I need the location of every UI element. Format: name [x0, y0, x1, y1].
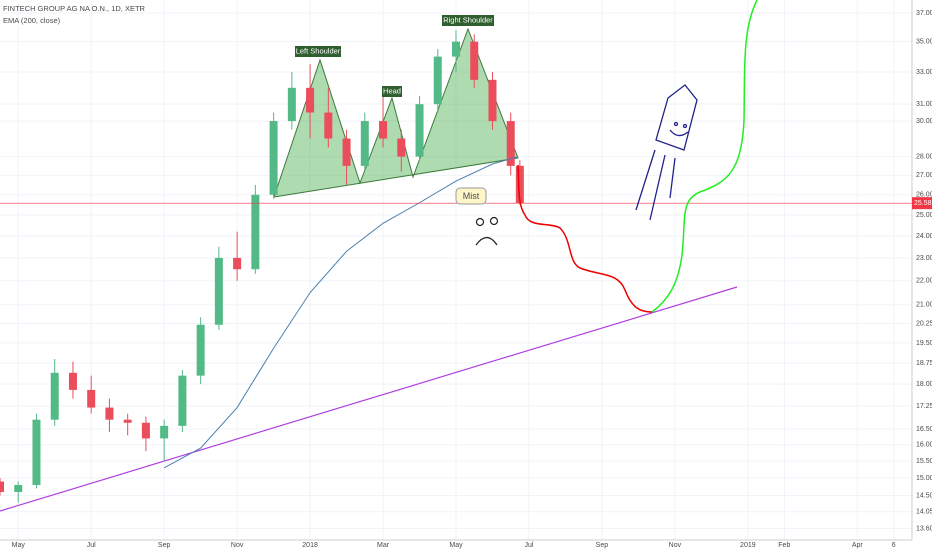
drawing-red — [517, 164, 653, 313]
y-tick-label: 18.00 — [916, 381, 932, 388]
y-tick-label: 31.00 — [916, 101, 932, 108]
candle-body — [14, 484, 23, 492]
candle-body — [68, 372, 77, 390]
annotation: Mist — [463, 191, 480, 201]
y-tick-label: 20.25 — [916, 320, 932, 327]
x-tick-label: Sep — [596, 542, 609, 549]
y-tick-label: 25.00 — [916, 212, 932, 219]
y-tick-label: 14.50 — [916, 492, 932, 499]
annotation-left-shoulder: Left Shoulder — [295, 46, 341, 57]
axes: 37.00 35.00 33.00 31.00 30.00 28.00 27.00 26.00… — [12, 10, 932, 549]
candle-body — [50, 372, 59, 420]
x-tick-label: May — [449, 542, 463, 549]
y-tick-label: 17.25 — [916, 403, 932, 410]
candle-body — [515, 165, 524, 204]
x-tick-label: Sep — [158, 542, 171, 549]
y-tick-label: 15.50 — [916, 458, 932, 465]
candle-body — [123, 419, 132, 423]
x-tick-label: Jul — [524, 542, 533, 549]
annotation: Head — [383, 86, 401, 95]
candle-body — [251, 194, 260, 270]
candle-body — [0, 481, 4, 492]
last-price-label: 25.58 — [914, 200, 932, 207]
y-tick-label: 21.00 — [916, 302, 932, 309]
y-tick-label: 37.00 — [916, 10, 932, 17]
y-tick-label: 33.00 — [916, 69, 932, 76]
candle-body — [233, 257, 242, 270]
annotation: Left Shoulder — [296, 46, 341, 55]
candle-body — [287, 87, 296, 122]
trend-line — [0, 286, 738, 512]
candle-body — [379, 121, 388, 139]
candle-body — [269, 121, 278, 195]
candle-body — [87, 389, 96, 408]
annotation-head: Head — [382, 86, 402, 97]
annotation: Right Shoulder — [443, 15, 493, 24]
x-tick-label: May — [12, 542, 26, 549]
grid — [0, 0, 912, 540]
candle-body — [415, 104, 424, 157]
candle-body — [178, 375, 187, 426]
y-tick-label: 26.00 — [916, 192, 932, 199]
y-tick-label: 13.60 — [916, 525, 932, 532]
y-tick-label: 28.00 — [916, 153, 932, 160]
x-tick-label: Jul — [87, 542, 96, 549]
y-tick-label: 14.05 — [916, 509, 932, 516]
candle-body — [433, 56, 442, 105]
candle-body — [306, 87, 315, 113]
chart-title: FINTECH GROUP AG NA O.N., 1D, XETR — [3, 4, 146, 13]
y-tick-label: 35.00 — [916, 39, 932, 46]
candle-body — [32, 419, 41, 485]
annotation-right-shoulder: Right Shoulder — [442, 15, 494, 26]
x-tick-label: Nov — [231, 542, 244, 549]
candle-body — [196, 324, 205, 376]
y-tick-label: 27.00 — [916, 172, 932, 179]
x-tick-label: Apr — [852, 542, 864, 549]
drawing-green — [651, 0, 758, 313]
candle-body — [452, 41, 460, 57]
y-tick-label: 23.00 — [916, 255, 932, 262]
candle-body — [160, 425, 169, 439]
candle-body — [105, 407, 114, 420]
candle-body — [397, 138, 406, 157]
candle-body — [470, 41, 479, 80]
candle-body — [488, 79, 497, 122]
y-tick-label: 18.75 — [916, 360, 932, 367]
y-tick-label: 22.00 — [916, 278, 932, 285]
y-tick-label: 24.00 — [916, 233, 932, 240]
annotation-mist: Mist — [455, 187, 487, 205]
x-tick-label: 2018 — [302, 542, 318, 549]
candle-body — [360, 121, 369, 166]
x-tick-label: 6 — [892, 542, 896, 549]
y-tick-label: 16.50 — [916, 426, 932, 433]
ema-line — [163, 156, 519, 469]
x-tick-label: 2019 — [740, 542, 756, 549]
rocket — [635, 84, 698, 221]
y-tick-label: 30.00 — [916, 118, 932, 125]
y-tick-label: 16.00 — [916, 442, 932, 449]
y-tick-label: 15.00 — [916, 475, 932, 482]
marks — [0, 30, 912, 503]
y-tick-label: 19.50 — [916, 340, 932, 347]
candle-body — [324, 112, 333, 139]
x-tick-label: Mar — [377, 542, 390, 549]
candle-body — [342, 138, 351, 166]
indicator-label: EMA (200, close) — [3, 16, 61, 25]
sad-face — [475, 216, 499, 246]
last-price-box — [912, 197, 932, 210]
x-tick-label: Feb — [778, 542, 790, 549]
candle-body — [141, 422, 150, 439]
x-tick-label: Nov — [669, 542, 682, 549]
candle-body — [214, 257, 223, 325]
candle-body — [506, 121, 515, 166]
